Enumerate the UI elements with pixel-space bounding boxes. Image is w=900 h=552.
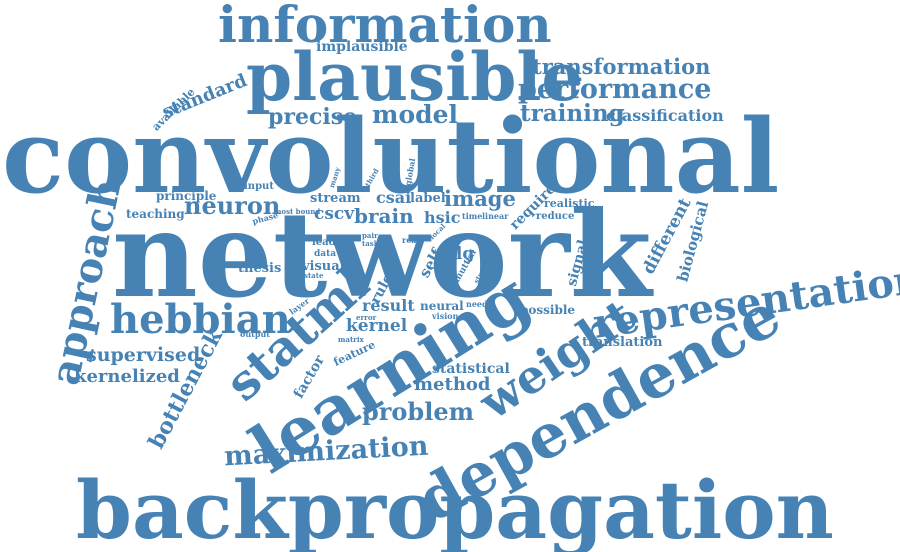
word-neuron: neuron — [184, 191, 281, 220]
word-supervised: supervised — [86, 344, 201, 366]
word-teaching: teaching — [126, 207, 185, 221]
word-error: error — [356, 313, 377, 322]
word-label: label — [410, 191, 446, 206]
word-data: data — [314, 249, 337, 259]
word-backpropagation: backpropagation — [76, 463, 834, 552]
word-kernelized: kernelized — [74, 366, 180, 387]
word-output: output — [240, 329, 270, 339]
word-matrix: matrix — [338, 335, 364, 344]
word-linear: linear — [482, 211, 509, 221]
word-training: training — [520, 100, 625, 127]
word-plausible: plausible — [246, 38, 584, 116]
word-kernel: kernel — [346, 316, 408, 336]
word-cscv: cscv — [314, 204, 355, 224]
word-information: information — [218, 0, 552, 54]
word-hsic: hsic — [424, 208, 461, 227]
word-statistical: statistical — [432, 361, 510, 377]
word-convolutional: convolutional — [2, 97, 780, 217]
word-stream: stream — [310, 191, 361, 206]
word-realistic: realistic — [544, 197, 595, 210]
word-performance: performance — [518, 74, 712, 105]
word-network: network — [112, 185, 652, 324]
word-need: need — [466, 299, 488, 309]
word-principle: principle — [156, 189, 217, 203]
word-pair: pair — [362, 231, 378, 240]
word-real: real — [402, 235, 420, 245]
word-lead: lead — [312, 237, 336, 248]
word-reduce: reduce — [536, 211, 575, 222]
word-visual: visual — [302, 259, 345, 274]
word-method: method — [414, 374, 491, 395]
word-result: result — [362, 296, 415, 315]
word-brain: brain — [354, 204, 414, 228]
word-hebbian: hebbian — [110, 296, 291, 343]
word-precise: precise — [268, 104, 358, 130]
word-cslg: cslg — [436, 244, 475, 264]
word-possible: possible — [520, 303, 576, 317]
word-implausible: implausible — [316, 39, 408, 55]
word-translation: translation — [582, 335, 663, 350]
word-input: input — [244, 181, 274, 192]
word-classification: classification — [606, 106, 724, 125]
word-neural: neural — [420, 299, 464, 313]
word-problem: problem — [362, 397, 474, 426]
word-task: task — [362, 239, 379, 248]
word-most-bound: most bound — [274, 207, 321, 216]
word-transformation: transformation — [532, 54, 711, 79]
word-thesis: thesis — [238, 261, 282, 276]
word-model: model — [372, 100, 459, 129]
word-image: image — [444, 186, 516, 211]
word-state: state — [304, 271, 324, 280]
word-csai: csai — [376, 188, 412, 207]
word-vision: vision — [432, 311, 459, 321]
word-time: time — [462, 211, 483, 221]
